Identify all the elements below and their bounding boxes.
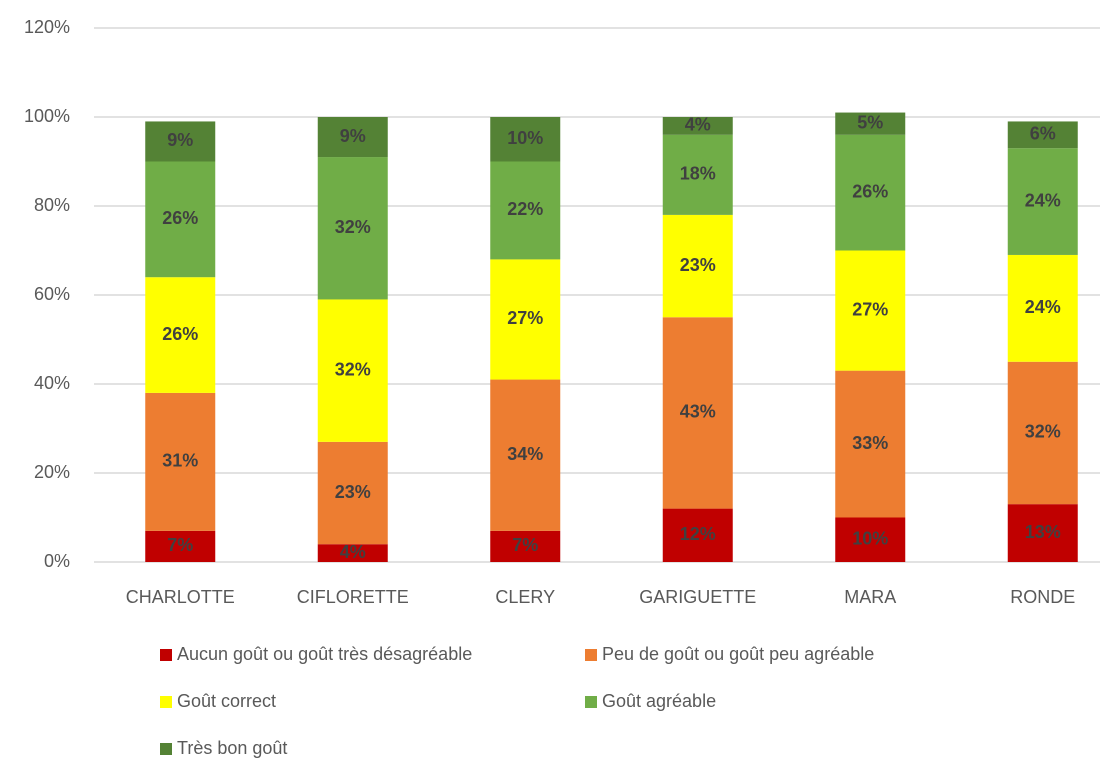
data-label: 9% [167, 130, 193, 150]
x-tick-label: MARA [844, 587, 896, 607]
bar-segment [145, 161, 216, 278]
legend-swatch [585, 696, 597, 708]
data-label: 31% [162, 451, 198, 471]
bar-segment [662, 508, 733, 562]
data-label: 7% [512, 535, 538, 555]
data-label: 9% [340, 126, 366, 146]
y-tick-label: 20% [34, 462, 70, 482]
bar-segment [835, 370, 906, 518]
data-label: 10% [852, 529, 888, 549]
data-label: 24% [1025, 297, 1061, 317]
data-label: 4% [340, 542, 366, 562]
data-label: 18% [680, 164, 716, 184]
data-label: 33% [852, 433, 888, 453]
bar-segment [835, 112, 906, 135]
data-label: 7% [167, 535, 193, 555]
x-tick-label: RONDE [1010, 587, 1075, 607]
x-tick-label: GARIGUETTE [639, 587, 756, 607]
data-label: 12% [680, 524, 716, 544]
data-label: 6% [1030, 124, 1056, 144]
bar-segment [317, 117, 388, 158]
data-label: 26% [162, 324, 198, 344]
legend-label: Peu de goût ou goût peu agréable [602, 644, 874, 664]
bar-segment [490, 117, 561, 162]
data-label: 23% [680, 255, 716, 275]
bar-segment [1007, 361, 1078, 505]
data-label: 32% [335, 217, 371, 237]
bar-segment [835, 250, 906, 371]
data-label: 4% [685, 115, 711, 135]
y-tick-label: 100% [24, 106, 70, 126]
x-tick-label: CIFLORETTE [297, 587, 409, 607]
data-label: 23% [335, 482, 371, 502]
bar-segment [490, 379, 561, 531]
data-label: 32% [335, 359, 371, 379]
y-tick-label: 80% [34, 195, 70, 215]
bar-segment [1007, 148, 1078, 255]
legend-label: Goût agréable [602, 691, 716, 711]
bar-segment [145, 277, 216, 393]
data-label: 26% [852, 181, 888, 201]
data-label: 26% [162, 208, 198, 228]
legend-swatch [585, 649, 597, 661]
bar-segment [1007, 121, 1078, 149]
bar-segment [317, 299, 388, 442]
data-label: 24% [1025, 190, 1061, 210]
bar-segment [490, 161, 561, 260]
legend-swatch [160, 649, 172, 661]
bar-segment [490, 259, 561, 380]
bar-segment [835, 134, 906, 251]
data-label: 27% [852, 299, 888, 319]
legend-label: Goût correct [177, 691, 276, 711]
legend-label: Très bon goût [177, 738, 287, 758]
bar-segment [317, 441, 388, 545]
legend-swatch [160, 696, 172, 708]
data-label: 5% [857, 112, 883, 132]
bar-segment [1007, 504, 1078, 562]
legend-label: Aucun goût ou goût très désagréable [177, 644, 472, 664]
legend-swatch [160, 743, 172, 755]
y-tick-label: 0% [44, 551, 70, 571]
bar-segment [1007, 254, 1078, 362]
data-label: 13% [1025, 522, 1061, 542]
data-label: 43% [680, 402, 716, 422]
bar-segment [662, 134, 733, 215]
bar-segment [662, 317, 733, 509]
x-tick-label: CHARLOTTE [126, 587, 235, 607]
x-tick-label: CLERY [495, 587, 555, 607]
data-label: 10% [507, 128, 543, 148]
bar-segment [662, 117, 733, 135]
bar-segment [317, 157, 388, 300]
bar-segment [662, 214, 733, 318]
data-label: 32% [1025, 422, 1061, 442]
data-label: 34% [507, 444, 543, 464]
bar-segment [490, 530, 561, 562]
y-tick-label: 120% [24, 17, 70, 37]
y-tick-label: 60% [34, 284, 70, 304]
data-label: 27% [507, 308, 543, 328]
bar-segment [317, 544, 388, 562]
y-tick-label: 40% [34, 373, 70, 393]
bar-segment [145, 392, 216, 531]
bar-segment [145, 121, 216, 162]
bar-segment [835, 517, 906, 562]
bar-segment [145, 530, 216, 562]
data-label: 22% [507, 199, 543, 219]
